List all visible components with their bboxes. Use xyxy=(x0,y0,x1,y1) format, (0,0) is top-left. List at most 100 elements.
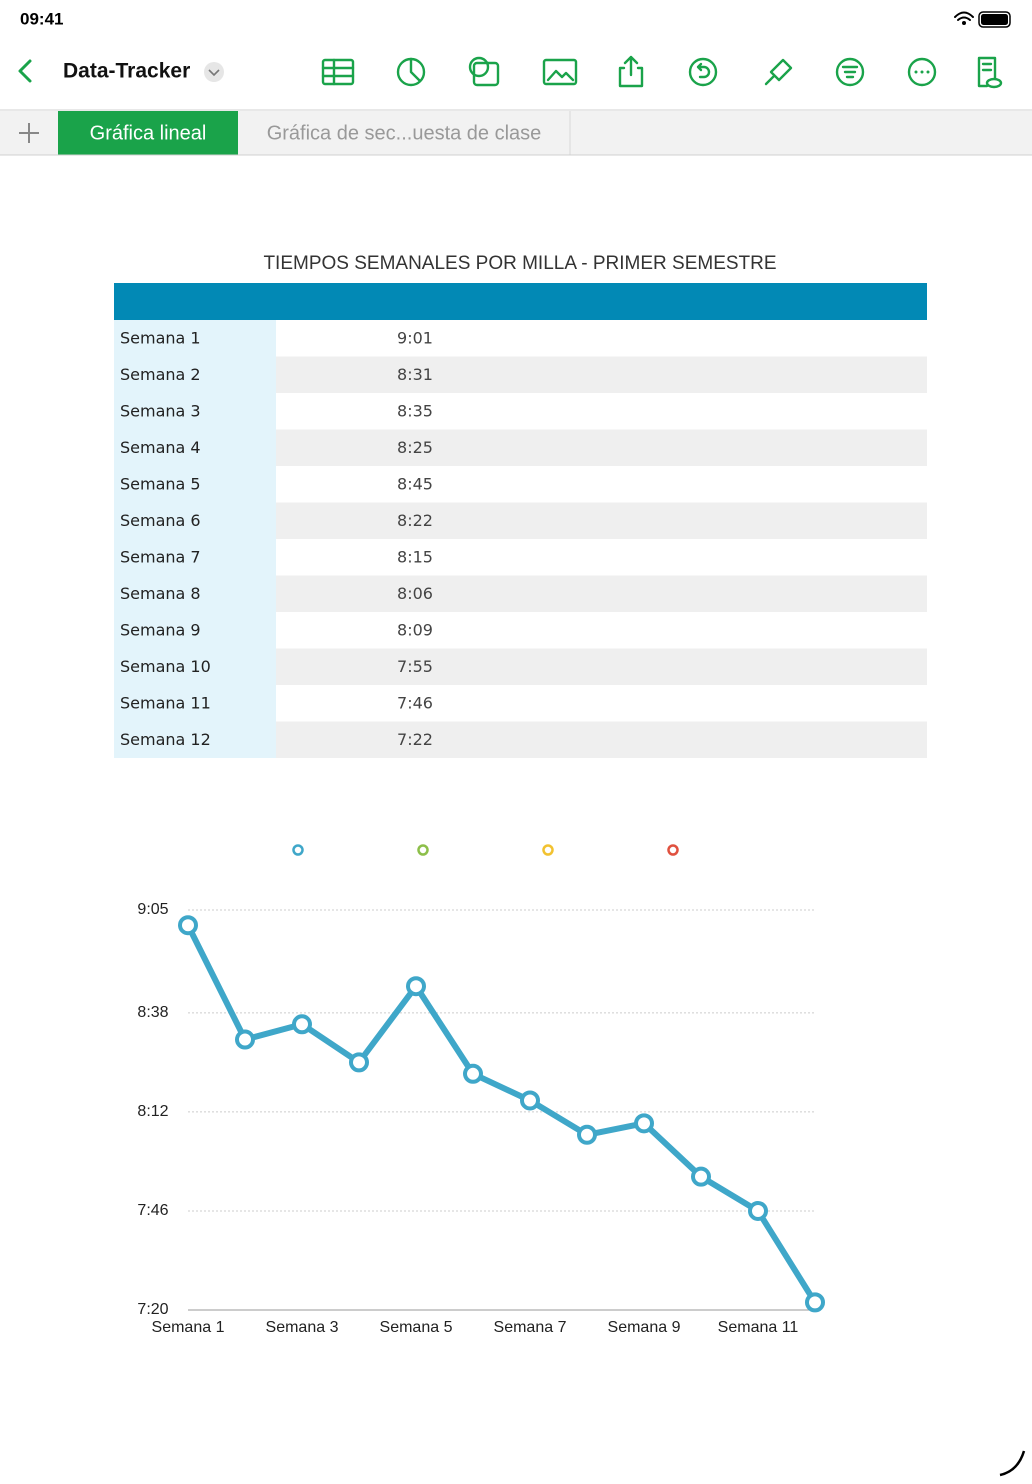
cell-value: 9:01 xyxy=(397,329,433,348)
table-row xyxy=(276,648,927,685)
cell-value: 8:25 xyxy=(397,438,433,457)
data-point xyxy=(178,915,198,936)
row-header: Semana 3 xyxy=(120,402,201,421)
shape-button[interactable] xyxy=(468,56,500,87)
row-header: Semana 8 xyxy=(120,584,201,603)
row-header-cell xyxy=(114,356,276,393)
x-tick-label: Semana 11 xyxy=(718,1319,799,1336)
table-row xyxy=(276,502,927,539)
resize-handle xyxy=(999,1450,1026,1477)
table-row xyxy=(276,575,927,612)
cell-value: 7:22 xyxy=(397,730,433,749)
tab-active[interactable] xyxy=(58,111,238,155)
format-button[interactable] xyxy=(764,58,793,86)
data-line xyxy=(185,923,818,1304)
x-tick-label: Semana 1 xyxy=(152,1319,225,1336)
y-tick-label: 9:05 xyxy=(137,901,168,918)
data-point xyxy=(406,976,426,997)
table-row xyxy=(276,429,927,466)
x-tick-label: Semana 7 xyxy=(494,1319,567,1336)
legend-marker xyxy=(417,844,429,856)
chart-button[interactable] xyxy=(396,57,426,87)
tab-label[interactable]: Gráfica de sec...uesta de clase xyxy=(267,122,542,144)
undo-button[interactable] xyxy=(688,57,718,87)
y-tick-label: 8:38 xyxy=(137,1004,168,1021)
y-tick-label: 8:12 xyxy=(137,1103,168,1120)
table-row xyxy=(276,393,927,430)
legend-marker xyxy=(667,844,679,856)
data-point xyxy=(292,1014,312,1035)
row-header: Semana 10 xyxy=(120,657,211,676)
data-point xyxy=(349,1052,369,1073)
row-header-cell xyxy=(114,648,276,685)
table-button[interactable] xyxy=(321,58,355,86)
table-row xyxy=(276,356,927,393)
row-header-cell xyxy=(114,721,276,758)
data-point xyxy=(805,1292,825,1313)
table-row xyxy=(276,612,927,649)
x-tick-label: Semana 3 xyxy=(266,1319,339,1336)
legend-marker xyxy=(292,844,304,856)
table-body: Semana 1 9:01 Semana 2 8:31 Semana 3 8:35 Sema… xyxy=(114,320,927,758)
cell-value: 8:15 xyxy=(397,548,433,567)
row-header: Semana 9 xyxy=(120,621,201,640)
row-header-cell xyxy=(114,685,276,722)
cell-value: 7:46 xyxy=(397,694,433,713)
chart: 7:20 7:46 8:12 8:38 9:05 Semana 1 Semana 3 Sema… xyxy=(137,844,825,1336)
back-button[interactable] xyxy=(18,59,32,83)
status-icons xyxy=(954,11,1011,28)
view-button[interactable] xyxy=(977,56,1003,89)
data-point xyxy=(235,1029,255,1050)
more-button[interactable] xyxy=(907,57,937,87)
row-header: Semana 6 xyxy=(120,511,201,530)
row-header: Semana 5 xyxy=(120,475,201,494)
media-button[interactable] xyxy=(542,58,578,86)
x-tick-label: Semana 9 xyxy=(608,1319,681,1336)
table-row xyxy=(276,320,927,357)
row-header: Semana 2 xyxy=(120,365,201,384)
table-header xyxy=(114,283,927,320)
cell-value: 8:31 xyxy=(397,365,433,384)
data-point xyxy=(520,1090,540,1111)
table-row xyxy=(276,539,927,576)
row-header-cell xyxy=(114,539,276,576)
cell-value: 8:06 xyxy=(397,584,433,603)
legend-marker xyxy=(542,844,554,856)
row-header-cell xyxy=(114,502,276,539)
table-row xyxy=(276,721,927,758)
x-tick-label: Semana 5 xyxy=(380,1319,453,1336)
table-row xyxy=(276,466,927,503)
row-header: Semana 11 xyxy=(120,694,211,713)
document-title[interactable]: Data-Tracker xyxy=(63,60,190,83)
row-header-cell xyxy=(114,575,276,612)
row-header: Semana 4 xyxy=(120,438,201,457)
cell-value: 8:45 xyxy=(397,475,433,494)
data-point xyxy=(463,1063,483,1084)
row-header-cell xyxy=(114,393,276,430)
row-header-cell xyxy=(114,320,276,357)
row-header-cell xyxy=(114,466,276,503)
organize-button[interactable] xyxy=(835,57,865,87)
data-point xyxy=(691,1166,711,1187)
add-sheet-button[interactable] xyxy=(19,123,39,143)
cell-value: 8:22 xyxy=(397,511,433,530)
row-header-cell xyxy=(114,612,276,649)
cell-value: 8:35 xyxy=(397,402,433,421)
row-header-cell xyxy=(114,429,276,466)
share-button[interactable] xyxy=(618,55,644,88)
y-tick-label: 7:20 xyxy=(137,1301,168,1318)
data-point xyxy=(634,1113,654,1134)
cell-value: 8:09 xyxy=(397,621,433,640)
row-header: Semana 12 xyxy=(120,730,211,749)
y-tick-label: 7:46 xyxy=(137,1202,168,1219)
table-title: TIEMPOS SEMANALES POR MILLA - PRIMER SEM… xyxy=(263,253,776,274)
data-point xyxy=(748,1200,768,1221)
status-time: 09:41 xyxy=(20,9,63,28)
toolbar-icons xyxy=(321,55,1003,89)
tab-label[interactable]: Gráfica lineal xyxy=(90,122,207,144)
row-header: Semana 7 xyxy=(120,548,201,567)
table-row xyxy=(276,685,927,722)
title-menu[interactable] xyxy=(204,62,224,82)
